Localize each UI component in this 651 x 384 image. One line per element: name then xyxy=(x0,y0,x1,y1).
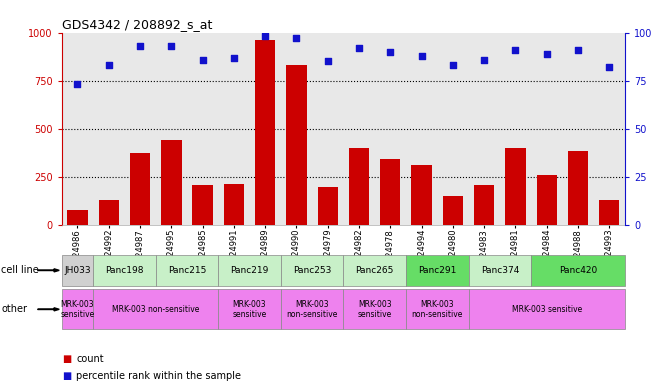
Point xyxy=(479,56,490,63)
Text: MRK-003
non-sensitive: MRK-003 non-sensitive xyxy=(411,300,463,319)
Text: Panc265: Panc265 xyxy=(355,266,394,275)
Bar xyxy=(568,151,589,225)
Text: Panc374: Panc374 xyxy=(480,266,519,275)
Bar xyxy=(349,148,369,225)
Text: Panc291: Panc291 xyxy=(418,266,456,275)
Text: percentile rank within the sample: percentile rank within the sample xyxy=(76,371,241,381)
Bar xyxy=(505,148,525,225)
Bar xyxy=(255,40,275,225)
Text: Panc215: Panc215 xyxy=(168,266,206,275)
Text: ■: ■ xyxy=(62,371,71,381)
Point xyxy=(322,58,333,65)
Point xyxy=(604,64,615,70)
Bar xyxy=(380,159,400,225)
Bar xyxy=(67,210,88,225)
Text: Panc420: Panc420 xyxy=(559,266,597,275)
Text: MRK-003
sensitive: MRK-003 sensitive xyxy=(61,300,94,319)
Point xyxy=(260,33,270,40)
Text: other: other xyxy=(1,304,27,314)
Bar xyxy=(318,187,338,225)
Text: MRK-003
non-sensitive: MRK-003 non-sensitive xyxy=(286,300,338,319)
Point xyxy=(135,43,145,49)
Text: MRK-003 sensitive: MRK-003 sensitive xyxy=(512,305,582,314)
Text: Panc253: Panc253 xyxy=(293,266,331,275)
Bar xyxy=(161,140,182,225)
Text: Panc219: Panc219 xyxy=(230,266,269,275)
Text: count: count xyxy=(76,354,104,364)
Text: GDS4342 / 208892_s_at: GDS4342 / 208892_s_at xyxy=(62,18,212,31)
Bar xyxy=(536,175,557,225)
Text: MRK-003 non-sensitive: MRK-003 non-sensitive xyxy=(112,305,199,314)
Point xyxy=(542,51,552,57)
Point xyxy=(291,35,301,41)
Bar xyxy=(130,153,150,225)
Point xyxy=(448,62,458,68)
Point xyxy=(510,47,521,53)
Bar xyxy=(474,185,494,225)
Point xyxy=(354,45,365,51)
Point xyxy=(104,62,114,68)
Text: MRK-003
sensitive: MRK-003 sensitive xyxy=(357,300,392,319)
Point xyxy=(229,55,239,61)
Bar xyxy=(224,184,244,225)
Point xyxy=(72,81,83,88)
Bar xyxy=(599,200,620,225)
Text: JH033: JH033 xyxy=(64,266,90,275)
Point xyxy=(417,53,427,59)
Text: MRK-003
sensitive: MRK-003 sensitive xyxy=(232,300,267,319)
Text: Panc198: Panc198 xyxy=(105,266,144,275)
Text: ■: ■ xyxy=(62,354,71,364)
Point xyxy=(385,49,396,55)
Bar xyxy=(98,200,119,225)
Bar xyxy=(411,165,432,225)
Bar xyxy=(286,65,307,225)
Point xyxy=(573,47,583,53)
Point xyxy=(197,56,208,63)
Point xyxy=(166,43,176,49)
Bar xyxy=(443,196,463,225)
Text: cell line: cell line xyxy=(1,265,39,275)
Bar xyxy=(193,185,213,225)
